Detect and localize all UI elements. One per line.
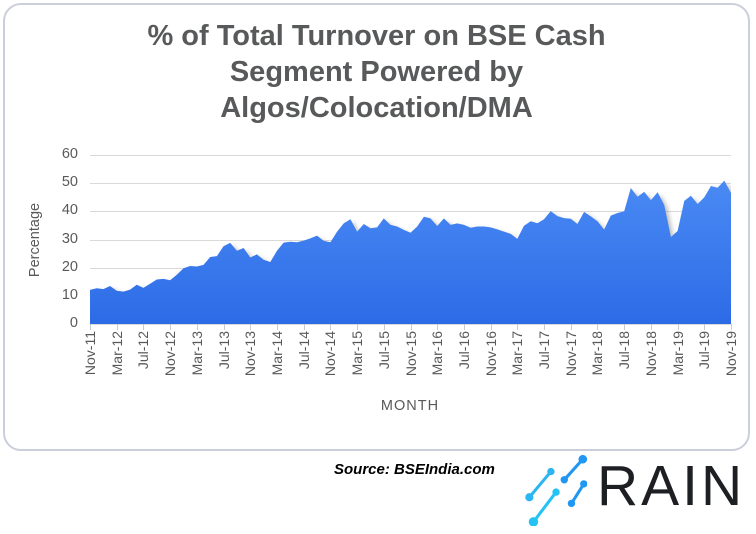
gridline: [90, 155, 731, 156]
area-series-path: [90, 180, 731, 324]
x-axis-title: MONTH: [380, 398, 440, 414]
x-tick-mark: [143, 324, 144, 330]
x-tick-label: Nov-19: [723, 331, 739, 377]
x-tick-label: Mar-13: [189, 331, 205, 376]
x-tick-mark: [90, 324, 91, 330]
x-tick-label: Nov-17: [563, 331, 579, 377]
x-tick-label: Nov-12: [162, 331, 178, 377]
x-tick-mark: [170, 324, 171, 330]
x-tick-label: Mar-15: [349, 331, 365, 376]
x-tick-label: Nov-13: [242, 331, 258, 377]
y-tick-label: 10: [61, 286, 78, 303]
y-tick-label: 30: [61, 230, 78, 247]
gridline: [90, 211, 731, 213]
x-tick-label: Mar-14: [269, 331, 285, 376]
x-tick-label: Jul-16: [456, 331, 472, 370]
x-tick-mark: [731, 324, 732, 330]
gridline: [90, 183, 731, 185]
y-tick-label: 0: [69, 315, 78, 331]
x-tick-mark: [597, 324, 598, 330]
x-tick-label: Jul-15: [376, 331, 392, 370]
x-tick-label: Mar-17: [509, 331, 525, 376]
x-tick-mark: [197, 324, 198, 330]
x-tick-mark: [437, 324, 438, 330]
y-tick-label: 60: [61, 146, 78, 162]
x-tick-label: Mar-18: [589, 331, 605, 376]
x-tick-label: Nov-18: [643, 331, 659, 377]
x-tick-mark: [651, 324, 652, 330]
rain-logo-text: RAIN: [597, 454, 746, 518]
x-tick-mark: [357, 324, 358, 330]
x-tick-label: Jul-13: [216, 331, 232, 370]
x-tick-label: Jul-12: [135, 331, 151, 370]
y-tick-label: 20: [61, 258, 78, 275]
x-tick-mark: [224, 324, 225, 330]
x-tick-mark: [464, 324, 465, 330]
y-tick-label: 50: [61, 174, 78, 191]
x-tick-label: Jul-17: [536, 331, 552, 370]
x-tick-label: Mar-12: [109, 331, 125, 376]
x-tick-label: Jul-14: [296, 331, 312, 370]
chart-title: % of Total Turnover on BSE Cash Segment …: [147, 20, 606, 124]
x-tick-label: Mar-19: [670, 331, 686, 376]
x-tick-mark: [117, 324, 118, 330]
x-tick-label: Nov-11: [82, 331, 98, 376]
rain-streaks-icon: [525, 454, 587, 526]
x-tick-label: Nov-16: [483, 331, 499, 377]
x-tick-mark: [304, 324, 305, 330]
x-tick-label: Nov-15: [403, 331, 419, 377]
x-tick-mark: [491, 324, 492, 330]
x-tick-mark: [544, 324, 545, 330]
x-tick-mark: [277, 324, 278, 330]
x-tick-label: Nov-14: [322, 331, 338, 377]
y-tick-label: 40: [61, 202, 78, 219]
x-tick-label: Jul-18: [616, 331, 632, 370]
x-tick-mark: [330, 324, 331, 330]
area-chart-svg: [90, 180, 731, 324]
x-tick-label: Jul-19: [696, 331, 712, 370]
x-tick-mark: [411, 324, 412, 330]
x-tick-mark: [678, 324, 679, 330]
x-tick-mark: [624, 324, 625, 330]
source-note: Source: BSEIndia.com: [334, 461, 495, 478]
x-tick-label: Mar-16: [429, 331, 445, 376]
x-tick-mark: [704, 324, 705, 330]
x-tick-mark: [517, 324, 518, 330]
gridline: [90, 324, 731, 325]
x-tick-mark: [250, 324, 251, 330]
x-tick-mark: [571, 324, 572, 330]
x-tick-mark: [384, 324, 385, 330]
